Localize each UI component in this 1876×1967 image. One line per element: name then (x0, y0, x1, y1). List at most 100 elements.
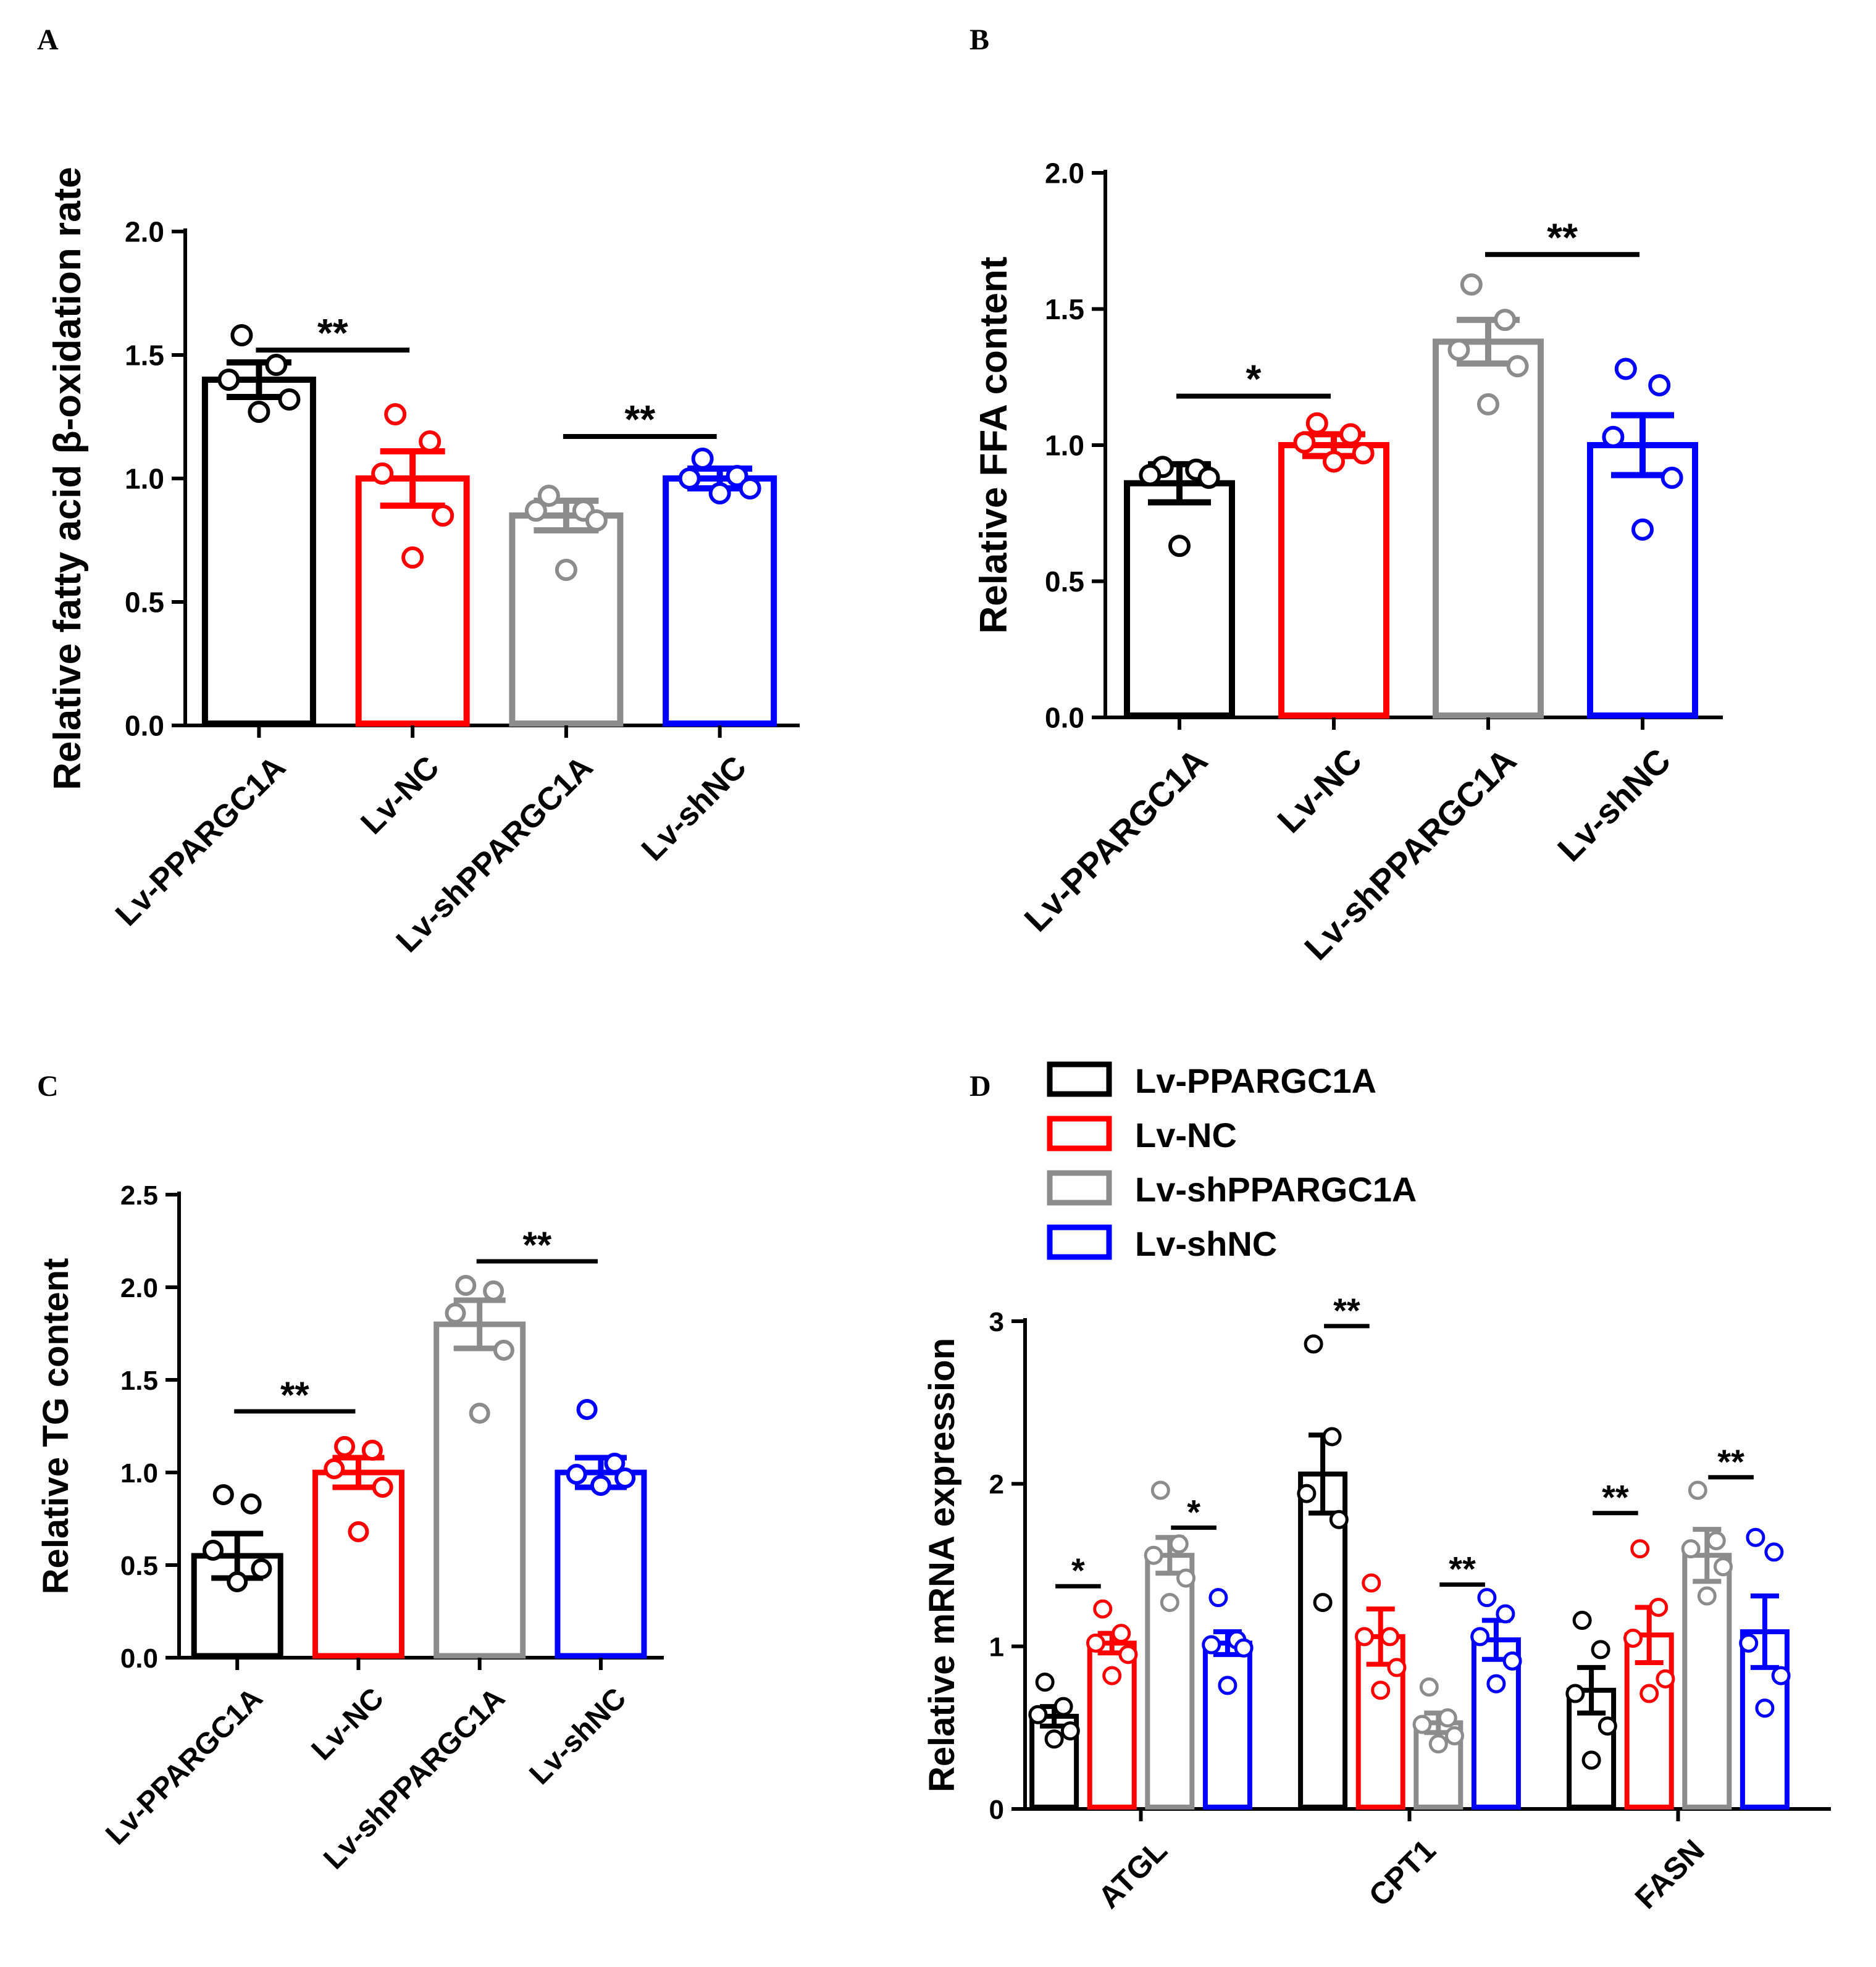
data-point (361, 1440, 383, 1461)
significance-label: ** (317, 311, 348, 355)
bar-lv-shnc (663, 475, 777, 727)
data-point (1339, 423, 1362, 446)
data-point (469, 1403, 490, 1424)
data-point (1352, 442, 1375, 465)
data-point (1656, 1669, 1675, 1689)
data-point (1035, 1673, 1055, 1692)
data-point (1118, 1645, 1138, 1664)
x-category-label: Lv-shNC (523, 1682, 632, 1791)
data-point (1706, 1531, 1726, 1550)
data-point (585, 509, 608, 532)
data-point (1304, 1334, 1323, 1354)
x-category-label: Lv-PPARGC1A (109, 749, 293, 933)
legend-label: Lv-NC (1135, 1116, 1237, 1155)
data-point (1305, 412, 1328, 435)
y-tick-label: 0.0 (120, 1643, 158, 1674)
data-point (324, 1458, 345, 1479)
data-point (1494, 309, 1517, 332)
data-point (691, 448, 714, 470)
data-point (1297, 1484, 1317, 1503)
data-point (726, 465, 748, 487)
data-point (1208, 1588, 1228, 1608)
x-category-label: Lv-PPARGC1A (1016, 741, 1215, 939)
data-point (708, 482, 731, 504)
data-point (537, 485, 560, 507)
bar-lv-nc (1278, 442, 1389, 719)
x-category-label: Lv-shNC (635, 749, 753, 867)
y-axis-title: Relative FFA content (973, 257, 1015, 634)
data-point (1234, 1638, 1254, 1658)
data-point (1755, 1698, 1775, 1718)
data-point (227, 1571, 248, 1592)
y-tick-label: 2.5 (120, 1180, 158, 1211)
x-category-label: Lv-NC (306, 1682, 390, 1766)
significance-label: ** (1547, 215, 1578, 259)
data-point (1412, 1714, 1432, 1734)
significance-label: ** (1449, 1550, 1476, 1589)
significance-label: ** (624, 397, 655, 441)
data-point (1746, 1527, 1765, 1547)
data-point (1169, 1534, 1189, 1554)
data-point (1380, 1627, 1400, 1647)
data-point (566, 1464, 587, 1485)
data-point (1581, 1750, 1601, 1770)
significance-label: * (1187, 1492, 1200, 1531)
data-point (1688, 1480, 1707, 1500)
x-category-label: Lv-shNC (1550, 741, 1678, 869)
y-tick-label: 2 (989, 1469, 1004, 1500)
data-point (483, 1280, 505, 1301)
data-point (1591, 1640, 1610, 1660)
data-point (1102, 1666, 1122, 1685)
data-point (1371, 1681, 1391, 1700)
panel-letter: D (969, 1070, 991, 1103)
data-point (1060, 1721, 1080, 1741)
x-category-label: ATGL (1092, 1833, 1174, 1915)
significance-label: * (1246, 357, 1262, 401)
data-point (372, 1477, 393, 1498)
data-point (1445, 1726, 1465, 1745)
y-tick-label: 2.0 (1045, 157, 1084, 190)
significance-label: ** (522, 1224, 551, 1266)
y-tick-label: 0 (989, 1795, 1004, 1825)
significance-label: * (1071, 1551, 1085, 1590)
data-point (1447, 338, 1470, 361)
data-point (1428, 1734, 1448, 1754)
data-point (604, 1453, 626, 1474)
data-point (1502, 1651, 1522, 1671)
panel-letter: C (37, 1070, 59, 1103)
y-tick-label: 1.0 (1045, 430, 1084, 462)
data-point (1218, 1676, 1237, 1695)
data-point (371, 462, 394, 485)
data-point (1329, 1510, 1349, 1529)
data-point (248, 401, 270, 423)
data-point (1460, 273, 1483, 296)
panel-letter: B (969, 23, 989, 56)
data-point (1053, 1697, 1073, 1716)
bar-lv-shnc (555, 1469, 647, 1659)
data-point (1598, 1716, 1617, 1736)
data-point (1771, 1666, 1791, 1685)
data-point (384, 403, 407, 425)
legend-swatch (1047, 1170, 1112, 1206)
y-tick-label: 1.0 (120, 1458, 158, 1489)
data-point (1202, 1635, 1221, 1655)
legend-swatch (1047, 1224, 1112, 1260)
data-point (1648, 374, 1671, 396)
x-category-label: Lv-PPARGC1A (99, 1682, 269, 1851)
data-point (1649, 1597, 1669, 1617)
panel-c: C 0.0 0.5 1.0 1.5 2.0 2.5 Relative TG content Lv… (36, 1070, 664, 1876)
data-point (1506, 355, 1529, 378)
y-tick-label: 0.5 (125, 587, 164, 619)
data-point (555, 559, 577, 581)
data-point (590, 1475, 611, 1496)
data-point (1176, 1568, 1196, 1588)
significance-label: ** (1333, 1291, 1360, 1330)
panel-letter: A (37, 23, 59, 56)
data-point (1028, 1705, 1048, 1724)
data-point (1160, 1593, 1179, 1613)
y-tick-label: 0.0 (125, 710, 164, 742)
data-point (1697, 1586, 1717, 1606)
data-point (334, 1436, 356, 1457)
data-point (1438, 1708, 1457, 1728)
